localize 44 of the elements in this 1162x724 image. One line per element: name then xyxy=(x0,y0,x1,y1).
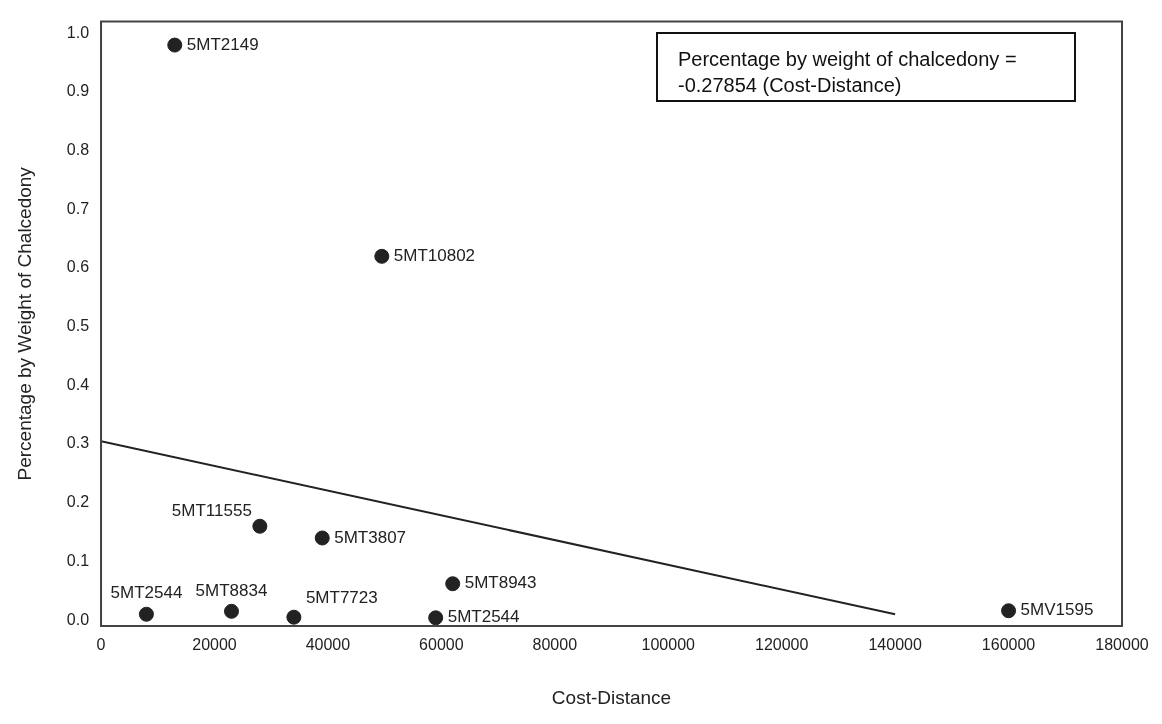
x-tick-label: 40000 xyxy=(305,636,351,654)
y-tick-label: 0.6 xyxy=(66,258,90,276)
y-tick-label: 0.2 xyxy=(66,493,90,511)
point xyxy=(286,609,302,625)
point xyxy=(374,248,390,264)
x-tick-label: 140000 xyxy=(868,636,922,654)
y-axis-title: Percentage by Weight of Chalcedony xyxy=(13,166,35,481)
x-tick-label: 180000 xyxy=(1095,636,1149,654)
point xyxy=(314,530,330,546)
y-tick-label: 0.0 xyxy=(66,610,90,628)
x-tick-label: 100000 xyxy=(641,636,696,654)
y-tick-label: 0.5 xyxy=(66,317,90,335)
x-axis-title: Cost-Distance xyxy=(551,686,672,708)
x-tick-label: 60000 xyxy=(419,636,464,654)
data-label: 5MT8943 xyxy=(464,573,537,593)
data-label: 5MV1595 xyxy=(1020,600,1094,620)
x-tick-label: 20000 xyxy=(192,636,237,654)
data-label: 5MT2544 xyxy=(447,607,520,627)
data-label: 5MT2544 xyxy=(110,583,183,603)
point xyxy=(445,576,461,592)
x-tick-label: 0 xyxy=(96,636,106,654)
data-label: 5MT8834 xyxy=(195,580,268,600)
data-label: 5MT3807 xyxy=(334,527,407,547)
data-label: 5MT2149 xyxy=(186,34,259,54)
point xyxy=(428,610,444,626)
data-label: 5MT7723 xyxy=(305,588,378,608)
y-tick-label: 0.8 xyxy=(66,141,90,159)
point xyxy=(138,606,154,622)
x-tick-label: 120000 xyxy=(754,636,809,654)
y-tick-label: 0.4 xyxy=(66,375,90,393)
point xyxy=(167,37,183,53)
x-tick-label: 80000 xyxy=(532,636,578,654)
annotation: Percentage by weight of chalcedony = -0.27854 (Cost-Distance) xyxy=(656,32,1076,102)
x-tick-label: 160000 xyxy=(981,636,1036,654)
y-tick-label: 0.3 xyxy=(66,434,90,452)
point xyxy=(1001,603,1017,619)
y-tick-label: 0.9 xyxy=(66,82,90,100)
y-tick-label: 1.0 xyxy=(66,23,90,41)
data-label: 5MT10802 xyxy=(393,246,476,266)
point xyxy=(224,603,239,619)
data-label: 5MT11555 xyxy=(171,501,252,521)
y-tick-label: 0.1 xyxy=(66,551,90,569)
point xyxy=(252,518,268,534)
y-tick-label: 0.7 xyxy=(66,199,90,217)
